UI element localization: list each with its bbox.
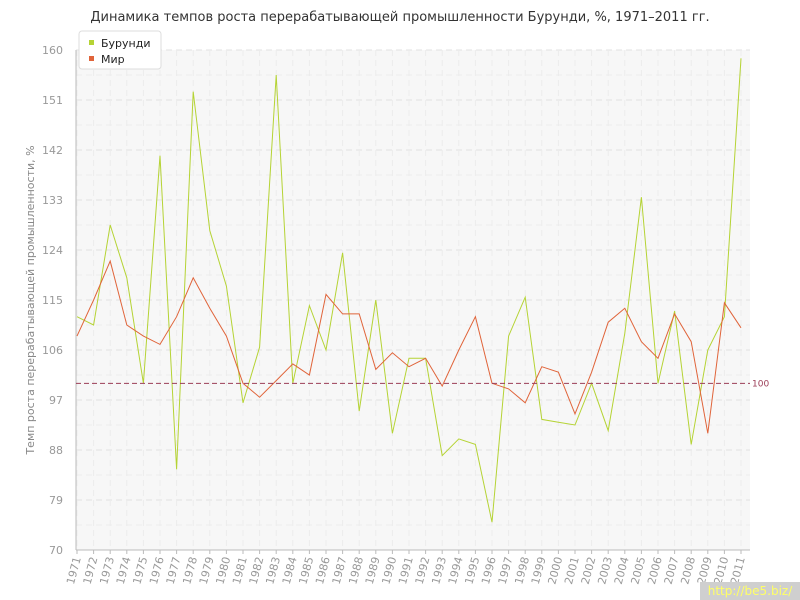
reference-line: 100 (76, 379, 769, 389)
legend: Бурунди Мир (78, 30, 162, 70)
series-lines (76, 58, 742, 523)
y-tick-labels: 70 79 88 97 106 115 124 133 142 151 160 (42, 44, 63, 557)
legend-box (78, 30, 162, 70)
legend-swatch-world (89, 56, 94, 61)
series-line-world (76, 259, 742, 434)
y-tick-label: 124 (42, 244, 63, 257)
y-tick-label: 151 (42, 94, 63, 107)
y-tick-label: 97 (49, 394, 63, 407)
y-tick-label: 160 (42, 44, 63, 57)
y-tick-label: 70 (49, 544, 63, 557)
y-tick-label: 142 (42, 144, 63, 157)
legend-label-burundi: Бурунди (101, 37, 151, 50)
x-tick-labels: 1971197219731974197519761977197819791980… (64, 550, 748, 586)
legend-label-world: Мир (101, 53, 125, 66)
y-tick-label: 79 (49, 494, 63, 507)
y-tick-label: 133 (42, 194, 63, 207)
y-tick-label: 88 (49, 444, 63, 457)
y-axis-label: Темп роста перерабатывающей промышленнос… (24, 145, 37, 455)
series-line-burundi (76, 58, 742, 523)
legend-swatch-burundi (89, 40, 94, 45)
chart-title: Динамика темпов роста перерабатывающей п… (90, 10, 710, 25)
y-tick-label: 106 (42, 344, 63, 357)
watermark-link[interactable]: http://be5.biz/ (700, 582, 800, 600)
reference-line-label: 100 (752, 379, 769, 389)
y-tick-label: 115 (42, 294, 63, 307)
